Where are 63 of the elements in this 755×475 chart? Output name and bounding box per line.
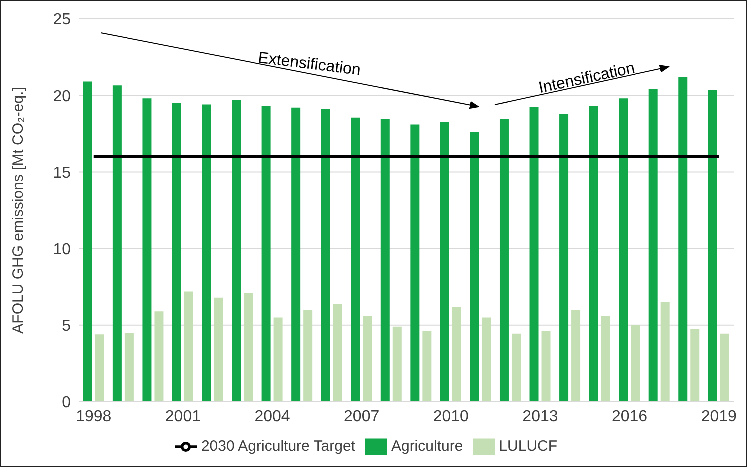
bar xyxy=(333,304,342,402)
bar xyxy=(452,307,462,402)
y-tick-label: 15 xyxy=(53,164,72,182)
bar xyxy=(512,334,521,402)
x-tick-label: 2004 xyxy=(254,408,290,426)
bar xyxy=(500,119,509,402)
x-tick-label: 2007 xyxy=(344,408,380,426)
bar xyxy=(304,310,313,402)
bar xyxy=(262,106,271,402)
bar xyxy=(172,103,182,402)
bar xyxy=(363,316,372,402)
bar xyxy=(482,318,492,402)
bar xyxy=(124,333,134,402)
y-tick-label: 0 xyxy=(62,394,72,412)
bar xyxy=(530,107,539,402)
y-tick-label: 5 xyxy=(62,318,72,336)
y-tick-label: 10 xyxy=(53,241,72,258)
bar xyxy=(589,106,598,402)
y-tick-label: 25 xyxy=(53,12,72,29)
bar xyxy=(274,318,283,402)
bar xyxy=(95,334,104,402)
legend-label: 2030 Agriculture Target xyxy=(201,438,356,455)
y-axis-title: AFOLU GHG emissions [Mt CO₂-eq.] xyxy=(10,87,27,334)
legend-label: LULUCF xyxy=(499,438,558,455)
bar xyxy=(631,325,640,402)
y-tick-label: 20 xyxy=(53,88,72,106)
bar xyxy=(142,98,152,402)
bar xyxy=(321,109,330,402)
bar xyxy=(560,114,569,402)
bar xyxy=(351,118,360,402)
bar xyxy=(292,108,301,402)
x-tick-label: 2010 xyxy=(433,408,470,426)
bar xyxy=(392,326,402,402)
bar xyxy=(440,122,450,402)
bar xyxy=(154,312,164,402)
x-tick-label: 1998 xyxy=(76,408,112,426)
legend-label: Agriculture xyxy=(391,438,464,455)
bar xyxy=(410,124,420,402)
bar xyxy=(232,100,242,402)
annotation: Extensification xyxy=(257,50,362,80)
bar xyxy=(708,90,718,402)
bar xyxy=(678,77,688,402)
x-tick-label: 2019 xyxy=(701,408,738,426)
bar xyxy=(112,86,122,402)
bar xyxy=(244,293,254,402)
bar xyxy=(601,316,610,402)
bar xyxy=(572,310,581,402)
x-tick-label: 2016 xyxy=(612,408,648,426)
bar xyxy=(184,292,194,402)
x-tick-label: 2013 xyxy=(522,408,558,426)
bar xyxy=(690,329,700,402)
bar xyxy=(422,332,432,402)
bar xyxy=(83,82,92,402)
bar xyxy=(720,334,730,402)
bar xyxy=(648,89,658,402)
bar xyxy=(660,302,670,402)
bar xyxy=(214,298,224,402)
bar xyxy=(470,132,480,402)
x-tick-label: 2001 xyxy=(165,408,202,426)
bar xyxy=(619,98,628,402)
bar xyxy=(380,119,390,402)
bar xyxy=(542,332,551,402)
bar xyxy=(202,104,212,402)
